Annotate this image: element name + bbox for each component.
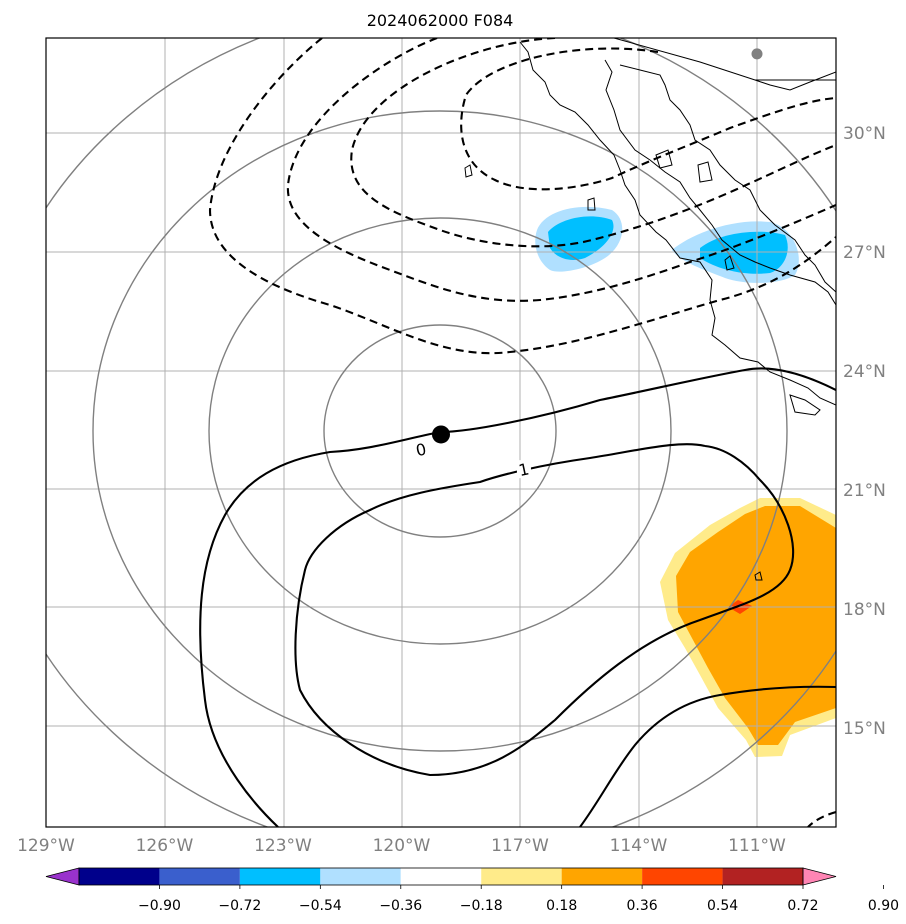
y-tick-label: 30°N <box>843 124 886 144</box>
colorbar-tick-label: 0.54 <box>707 898 738 914</box>
colorbar-segment <box>722 868 803 885</box>
x-tick-label: 126°W <box>136 836 194 856</box>
colorbar-segment <box>79 868 160 885</box>
colorbar-segment <box>320 868 401 885</box>
positive-region-core <box>676 506 836 745</box>
colorbar-frame <box>78 867 804 886</box>
colorbar: −0.90 −0.72 −0.54 −0.36 −0.18 0.18 0.36 0.54 0.7… <box>45 867 899 914</box>
x-tick-label: 111°W <box>728 836 786 856</box>
range-rings <box>46 38 836 827</box>
y-tick-label: 24°N <box>843 362 886 382</box>
colorbar-tick-label: 0.90 <box>868 898 899 914</box>
storm-center-marker <box>432 425 450 444</box>
colorbar-extend-high <box>802 867 837 886</box>
x-tick-label: 117°W <box>491 836 549 856</box>
x-tick-label: 129°W <box>17 836 75 856</box>
secondary-marker <box>751 48 763 60</box>
contour-label: 1 <box>517 459 531 480</box>
map-area: 01 <box>46 38 836 827</box>
colorbar-tick-label: −0.90 <box>138 898 181 914</box>
colorbar-tick-label: −0.54 <box>299 898 342 914</box>
coastlines <box>464 38 836 581</box>
y-tick-label: 18°N <box>843 600 886 620</box>
contour-label: 0 <box>414 440 428 461</box>
contour-label-bg <box>516 460 531 479</box>
colorbar-extend-low <box>45 867 80 886</box>
y-tick-label: 15°N <box>843 719 886 739</box>
dashed-contours <box>208 38 836 827</box>
markers <box>432 48 763 444</box>
chart-title: 2024062000 F084 <box>367 11 514 30</box>
map-frame <box>45 37 837 828</box>
y-tick-labels: 30°N 27°N 24°N 21°N 18°N 15°N <box>843 124 886 739</box>
x-tick-label: 123°W <box>254 836 312 856</box>
colorbar-segment <box>481 868 562 885</box>
x-tick-label: 120°W <box>373 836 431 856</box>
contour-labels: 01 <box>414 440 531 480</box>
x-tick-label: 114°W <box>610 836 668 856</box>
negative-core-west <box>548 216 614 260</box>
colorbar-segment <box>561 868 643 885</box>
contour-label-bg <box>414 440 429 459</box>
negative-core-east <box>700 231 788 274</box>
colorbar-segment <box>239 868 321 885</box>
y-tick-label: 27°N <box>843 243 886 263</box>
x-tick-labels: 129°W 126°W 123°W 120°W 117°W 114°W 111°W <box>17 836 786 856</box>
solid-contours <box>199 367 836 827</box>
colorbar-segment <box>159 868 240 885</box>
colorbar-segment <box>400 868 482 885</box>
grid-lines <box>46 38 836 827</box>
colorbar-tick-label: −0.36 <box>379 898 422 914</box>
colorbar-tick-label: −0.72 <box>218 898 261 914</box>
colorbar-tick-label: −0.18 <box>460 898 503 914</box>
colorbar-tick-label: 0.18 <box>546 898 577 914</box>
y-tick-label: 21°N <box>843 481 886 501</box>
colorbar-segment <box>642 868 723 885</box>
colorbar-tick-label: 0.36 <box>627 898 658 914</box>
colorbar-tick-label: 0.72 <box>787 898 818 914</box>
